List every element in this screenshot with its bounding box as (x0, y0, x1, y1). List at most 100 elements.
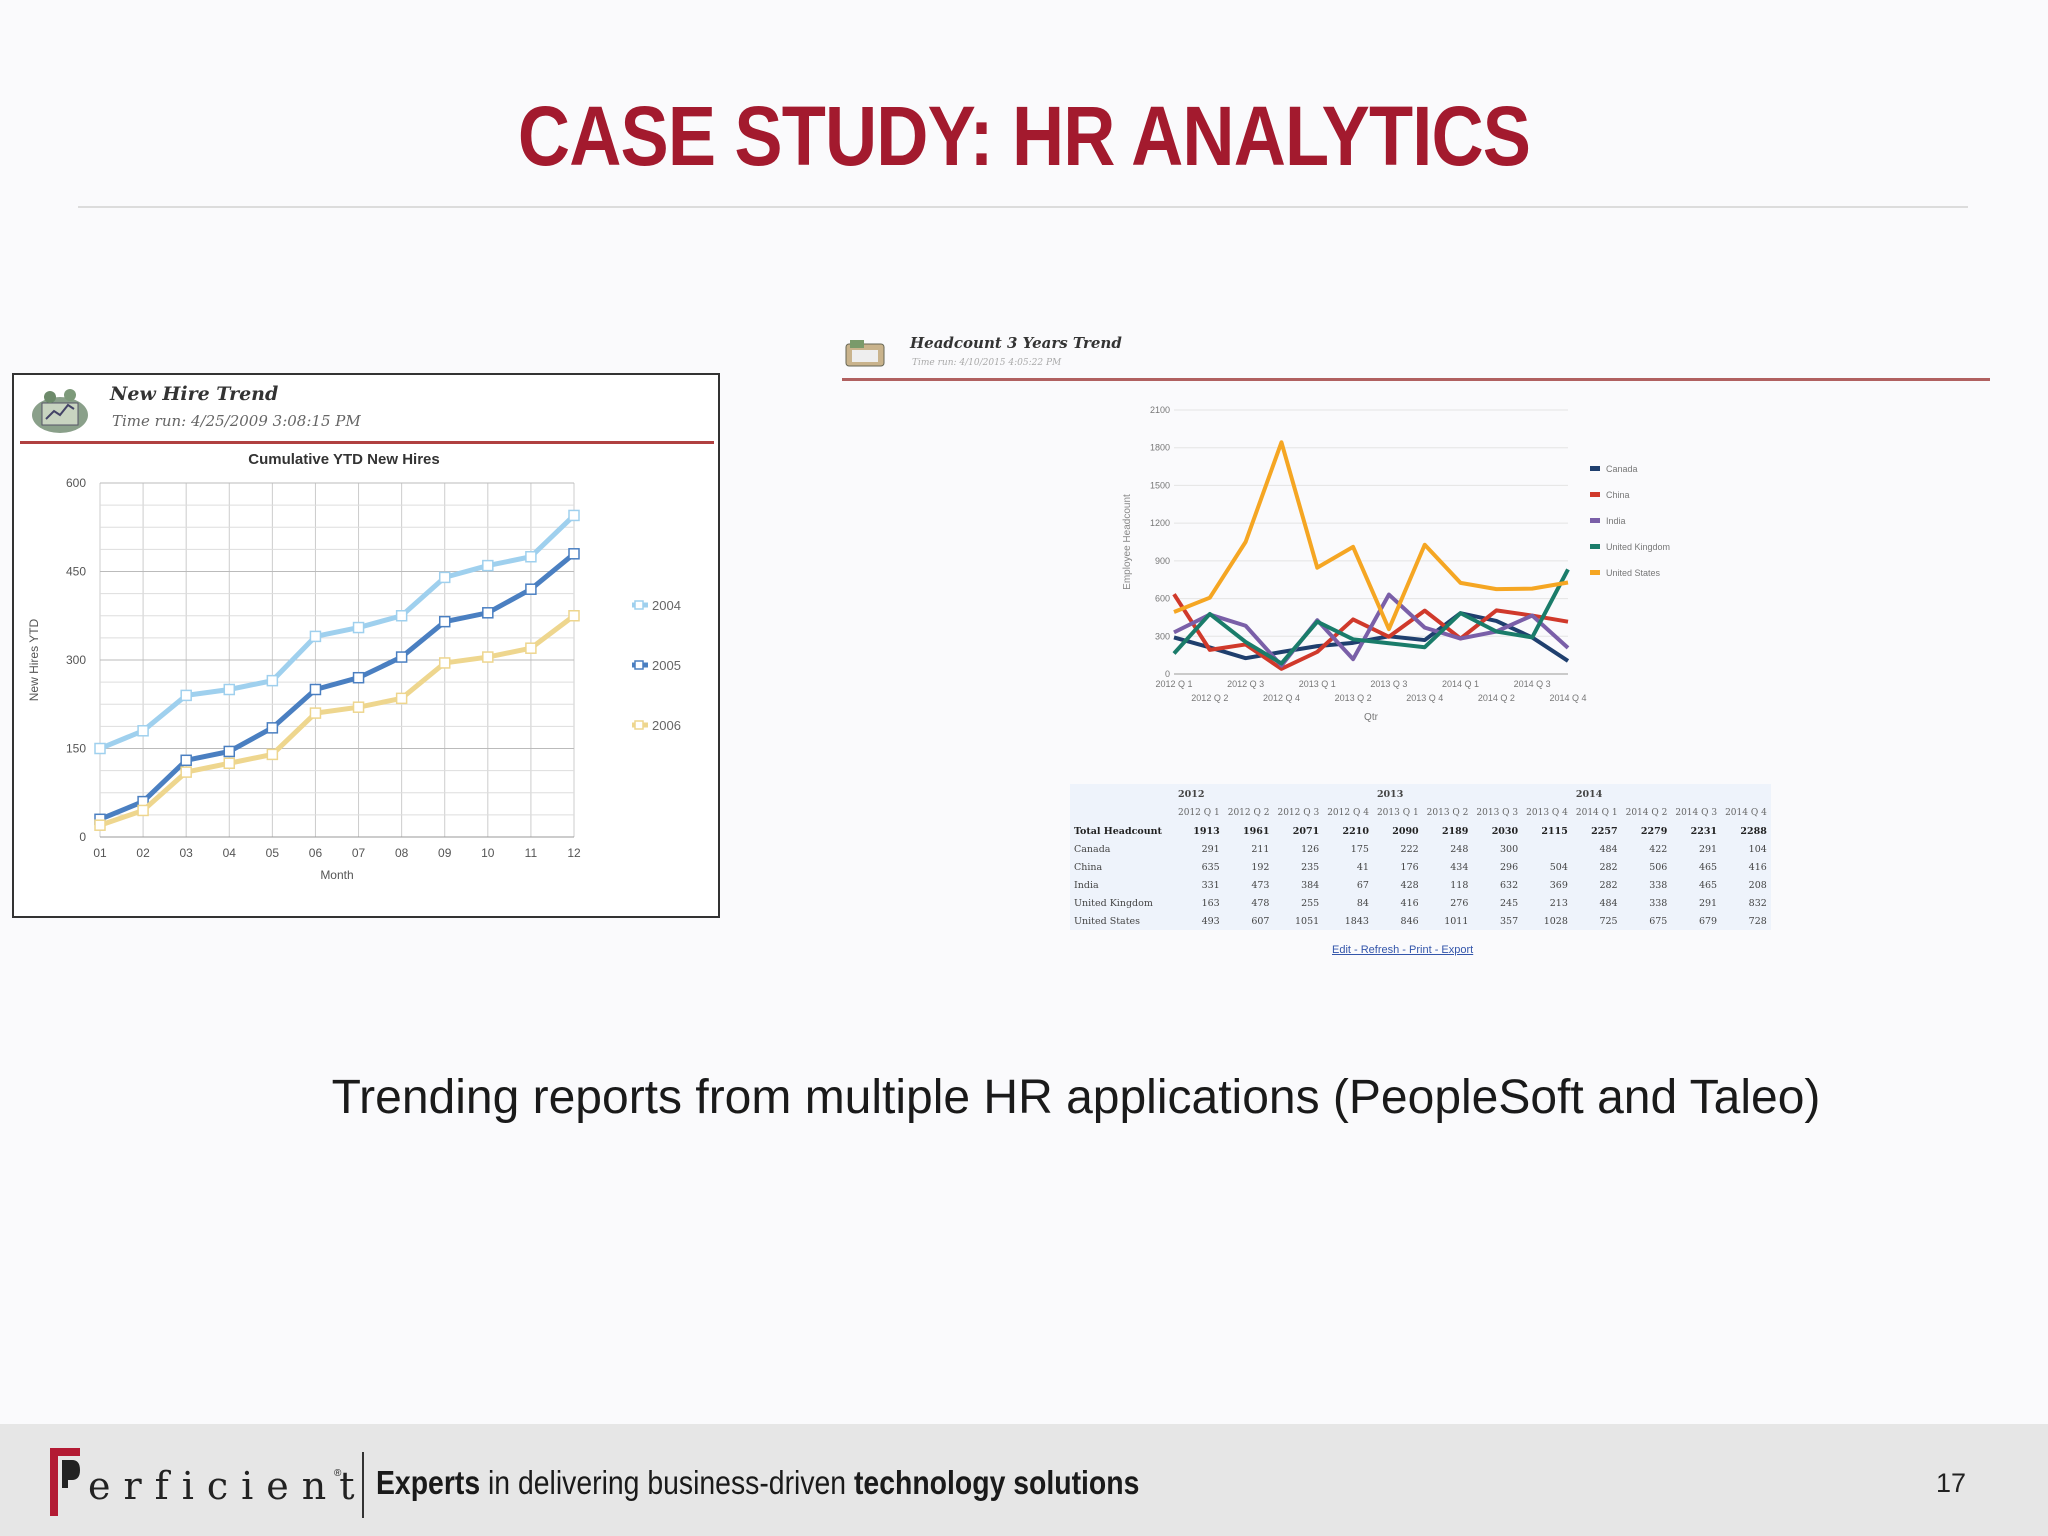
data-point-2006 (352, 701, 365, 713)
table-cell: 484 (1599, 843, 1618, 855)
report-title: Headcount 3 Years Trend (910, 334, 1122, 352)
table-cell: 832 (1748, 897, 1767, 909)
y-tick-label: 150 (66, 742, 86, 756)
y-tick-label: 900 (1155, 556, 1170, 566)
table-cell: 1028 (1543, 915, 1568, 927)
data-point-2004 (309, 630, 322, 643)
table-cell: 2210 (1342, 825, 1369, 837)
table-row: India 331 473 384 67 428 118 632 369 282 338 465 208 (1070, 876, 1771, 894)
table-quarter-header: 2012 Q 4 (1327, 808, 1369, 818)
x-tick-label: 11 (525, 846, 538, 860)
x-tick-label: 01 (93, 846, 107, 860)
data-point-2005 (525, 583, 537, 595)
x-tick-label: 10 (481, 846, 495, 860)
y-tick-label: 2100 (1150, 405, 1170, 415)
table-quarter-header: 2014 Q 3 (1675, 808, 1718, 818)
table-row-label: Total Headcount (1074, 825, 1162, 837)
y-tick-label: 600 (1155, 594, 1170, 604)
table-cell: 276 (1450, 897, 1469, 909)
data-point-2005 (180, 754, 192, 767)
legend-label-china: China (1606, 490, 1630, 500)
table-cell: 338 (1649, 879, 1668, 891)
series-line-india (1173, 592, 1570, 668)
table-cell: 846 (1400, 915, 1419, 927)
data-point-2005 (223, 745, 236, 758)
y-tick-label: 300 (66, 653, 86, 667)
table-cell (1522, 840, 1572, 858)
series-line-2004 (99, 513, 576, 751)
x-tick-label: 2014 Q 1 (1442, 679, 1479, 689)
table-cell: 2071 (1292, 825, 1320, 837)
table-quarter-header: 2013 Q 1 (1376, 808, 1419, 818)
table-year-row: 2012 2013 2014 (1070, 784, 1771, 804)
page-number: 17 (1935, 1468, 1966, 1498)
data-point-2005 (309, 683, 322, 696)
table-cell: 2189 (1441, 825, 1469, 837)
x-tick-label: 12 (567, 846, 581, 860)
x-tick-label: 05 (266, 846, 280, 860)
footer-tagline: Experts in delivering business-driven te… (376, 1464, 1139, 1502)
x-tick-label: 2012 Q 2 (1191, 693, 1228, 703)
table-cell: 473 (1251, 879, 1270, 891)
table-action-links[interactable]: Edit - Refresh - Print - Export (1332, 944, 1474, 956)
table-cell: 357 (1500, 915, 1519, 927)
footer-bar: erficient ® Experts in delivering busine… (0, 1424, 2048, 1536)
legend-marker-2004 (634, 600, 644, 610)
table-cell: 291 (1201, 843, 1220, 855)
table-cell: 2030 (1491, 825, 1519, 837)
table-row: United States 493 607 1051 1843 846 1011 357 102… (1070, 912, 1771, 930)
data-point-2004 (438, 571, 451, 584)
table-cell: 632 (1500, 879, 1519, 891)
table-cell: 175 (1350, 843, 1369, 855)
x-tick-label: 09 (438, 846, 452, 860)
report-title: New Hire Trend (110, 383, 279, 405)
series-line-united-kingdom (1172, 568, 1570, 666)
series-line-2006 (99, 613, 576, 828)
x-axis-label: Qtr (1364, 712, 1379, 723)
slide-caption: Trending reports from multiple HR applic… (331, 1071, 1821, 1124)
headcount-table: 2012 2013 2014 2012 Q 1 2012 Q 2 2012 Q 3 2012… (1070, 784, 1771, 930)
table-cell: 1011 (1444, 915, 1469, 927)
report-icon (32, 389, 88, 433)
table-quarter-header: 2013 Q 3 (1476, 808, 1519, 818)
data-point-2006 (438, 657, 451, 669)
x-tick-label: 02 (136, 846, 150, 860)
table-cell: 282 (1599, 861, 1618, 873)
data-point-2006 (94, 819, 106, 831)
data-point-2004 (525, 551, 537, 563)
x-tick-label: 04 (223, 846, 237, 860)
table-row: Total Headcount 1913 1961 2071 2210 2090 2189 2… (1070, 822, 1771, 840)
table-cell: 504 (1549, 861, 1568, 873)
report-time-run: Time run: 4/25/2009 3:08:15 PM (112, 412, 361, 430)
y-tick-label: 1500 (1150, 480, 1170, 490)
table-cell: 434 (1450, 861, 1469, 873)
new-hire-trend-report: New Hire Trend Time run: 4/25/2009 3:08:… (12, 373, 720, 918)
data-point-2006 (223, 757, 236, 769)
data-point-2004 (180, 689, 192, 702)
table-cell: 1843 (1344, 915, 1369, 927)
table-cell: 728 (1748, 915, 1767, 927)
legend-swatch-united-kingdom (1590, 544, 1600, 549)
table-cell: 2279 (1640, 825, 1668, 837)
tagline-bold-tech: technology solutions (853, 1464, 1140, 1501)
data-point-2004 (482, 559, 494, 572)
legend-label-canada: Canada (1606, 464, 1638, 474)
table-cell: 213 (1549, 897, 1568, 909)
table-cell: 104 (1748, 843, 1767, 855)
report-header: New Hire Trend Time run: 4/25/2009 3:08:… (14, 375, 718, 441)
x-tick-label: 2014 Q 3 (1514, 679, 1551, 689)
table-quarter-header: 2014 Q 4 (1725, 808, 1767, 818)
table-cell: 725 (1599, 915, 1618, 927)
table-cell: 1051 (1295, 915, 1320, 927)
y-tick-label: 600 (66, 476, 86, 490)
table-cell: 282 (1599, 879, 1618, 891)
table-year-header: 2014 (1575, 788, 1603, 800)
table-cell: 369 (1549, 879, 1568, 891)
chart-title: Cumulative YTD New Hires (248, 451, 439, 468)
legend-label-2005: 2005 (652, 658, 681, 673)
table-row-label: India (1074, 879, 1099, 891)
table-cell: 416 (1400, 897, 1419, 909)
table-cell: 296 (1500, 861, 1519, 873)
legend-label-india: India (1606, 516, 1626, 526)
table-row: Canada 291 211 126 175 222 248 300 484 422 291 104 (1070, 840, 1771, 858)
